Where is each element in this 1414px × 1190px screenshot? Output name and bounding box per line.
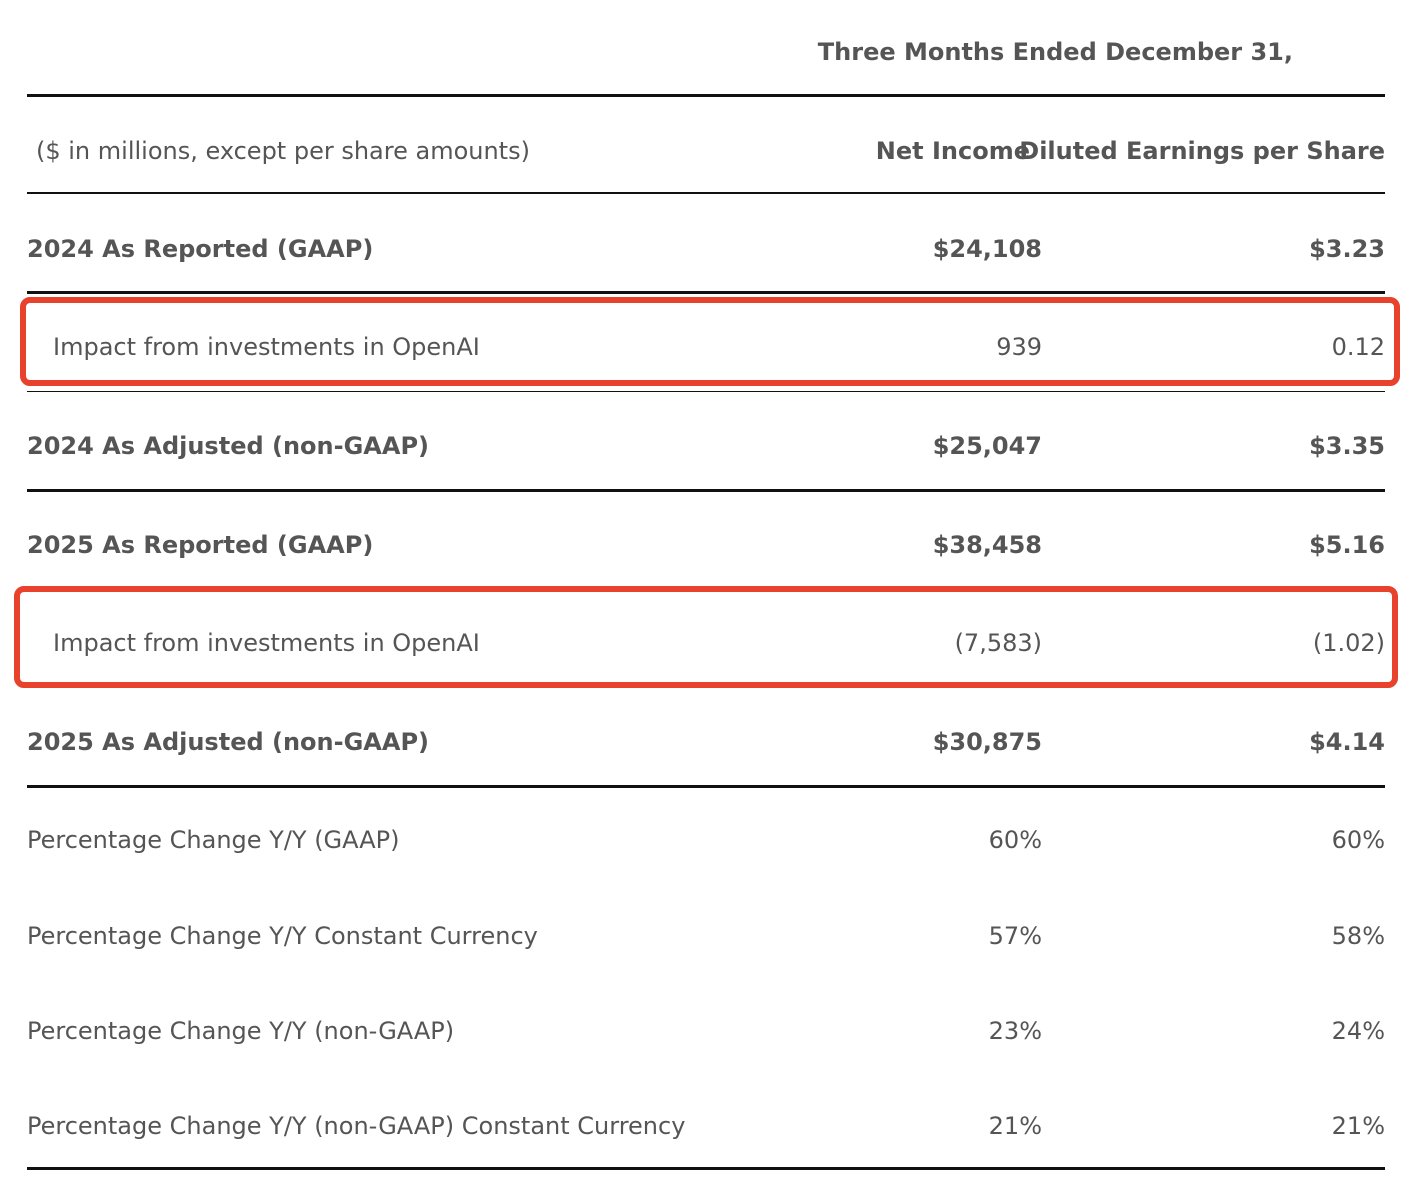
- cell-value: 0.12: [1331, 333, 1385, 361]
- cell-value: 58%: [1331, 922, 1385, 950]
- rule: [27, 785, 1385, 788]
- row-label: Percentage Change Y/Y Constant Currency: [27, 922, 538, 950]
- cell-value: (7,583): [954, 629, 1042, 657]
- row-label: 2024 As Reported (GAAP): [27, 235, 374, 263]
- rule: [27, 1167, 1385, 1170]
- cell-value: 60%: [1331, 826, 1385, 854]
- row-label: 2024 As Adjusted (non-GAAP): [27, 432, 429, 460]
- column-header: ($ in millions, except per share amounts…: [36, 137, 530, 165]
- cell-value: 60%: [988, 826, 1042, 854]
- cell-value: $3.23: [1309, 235, 1385, 263]
- rule: [27, 391, 1385, 392]
- cell-value: 23%: [988, 1017, 1042, 1045]
- cell-value: 21%: [988, 1112, 1042, 1140]
- cell-value: $4.14: [1309, 728, 1385, 756]
- period-header: Three Months Ended December 31,: [817, 38, 1293, 66]
- row-label: Impact from investments in OpenAI: [53, 333, 480, 361]
- highlight-box: [20, 297, 1400, 386]
- cell-value: (1.02): [1312, 629, 1385, 657]
- cell-value: $3.35: [1309, 432, 1385, 460]
- rule: [27, 94, 1385, 97]
- cell-value: 21%: [1331, 1112, 1385, 1140]
- cell-value: $30,875: [932, 728, 1042, 756]
- cell-value: 24%: [1331, 1017, 1385, 1045]
- cell-value: 939: [996, 333, 1042, 361]
- row-label: Percentage Change Y/Y (non-GAAP): [27, 1017, 455, 1045]
- cell-value: $25,047: [932, 432, 1042, 460]
- cell-value: $38,458: [932, 531, 1042, 559]
- row-label: Impact from investments in OpenAI: [53, 629, 480, 657]
- row-label: Percentage Change Y/Y (non-GAAP) Constan…: [27, 1112, 686, 1140]
- cell-value: 57%: [988, 922, 1042, 950]
- rule: [27, 489, 1385, 492]
- cell-value: $24,108: [932, 235, 1042, 263]
- cell-value: $5.16: [1309, 531, 1385, 559]
- highlight-box: [14, 586, 1398, 688]
- column-header: Net Income: [875, 137, 1030, 165]
- column-header: Diluted Earnings per Share: [1019, 137, 1385, 165]
- row-label: 2025 As Adjusted (non-GAAP): [27, 728, 429, 756]
- row-label: Percentage Change Y/Y (GAAP): [27, 826, 400, 854]
- row-label: 2025 As Reported (GAAP): [27, 531, 374, 559]
- rule: [27, 192, 1385, 194]
- rule: [27, 291, 1385, 294]
